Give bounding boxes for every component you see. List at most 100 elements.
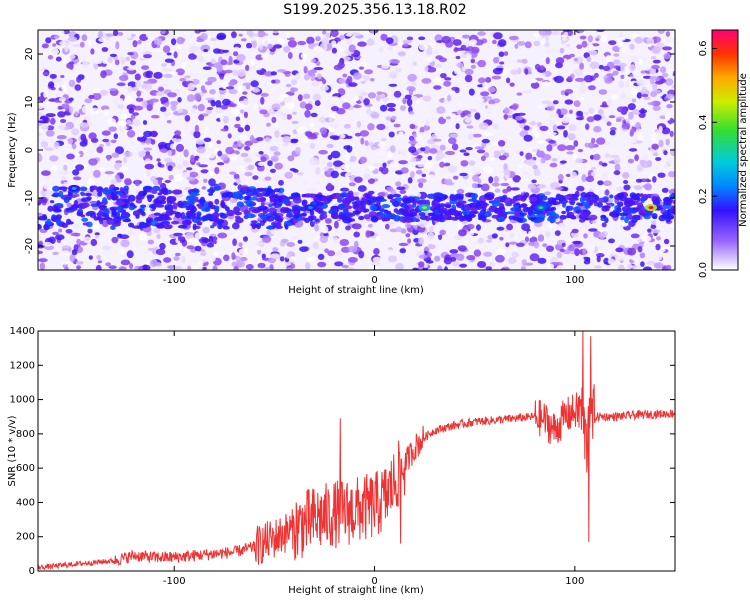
spectrogram-noise-cell [317,261,327,268]
spectrogram-noise-cell [633,185,643,191]
spectrogram-noise-cell [348,44,356,53]
spectrogram-noise-cell [311,81,320,87]
spectrogram-noise-cell [639,252,646,259]
spectrogram-noise-cell [190,154,195,163]
spectrogram-signal-cell [177,189,183,195]
spectrogram-noise-cell [228,81,235,87]
spectrogram-noise-cell [177,235,182,242]
spectrogram-noise-cell [216,32,227,40]
spectrogram-noise-cell [488,176,494,184]
spectrogram-noise-cell [163,111,171,117]
spectrogram-noise-cell [551,157,558,162]
spectrogram-noise-cell [155,248,166,256]
spectrogram-noise-cell [295,146,301,155]
spectrogram-noise-cell [576,44,583,49]
spectrogram-noise-cell [657,172,666,178]
spectrogram-noise-cell [572,240,582,245]
spectrogram-noise-cell [220,104,228,110]
spectrogram-noise-cell [282,136,292,144]
spectrogram-signal-cell [499,203,505,211]
spectrogram-noise-cell [270,71,277,76]
spectrogram-noise-cell [52,231,60,236]
spectrogram-noise-cell [551,193,557,199]
spectrogram-noise-cell [386,186,394,192]
spectrogram-noise-cell [402,43,409,48]
spectrogram-signal-cell [139,211,146,215]
spectrogram-noise-cell [395,67,402,73]
spectrogram-signal-cell [138,190,148,197]
spectrogram-noise-cell [153,47,160,53]
spectrogram-noise-cell [492,39,497,45]
spectrogram-noise-cell [194,232,202,240]
spectrogram-noise-cell [425,260,434,264]
spectrogram-noise-cell [249,134,255,143]
spectrogram-noise-cell [513,152,519,161]
spectrogram-noise-cell [429,225,434,232]
spectrogram-noise-cell [269,51,275,55]
spectrogram-noise-cell [239,256,248,262]
spectrogram-noise-cell [119,75,129,82]
spectrogram-noise-cell [74,111,79,117]
spectrogram-noise-cell [591,137,596,144]
spectrogram-noise-cell [565,173,572,177]
spectrogram-signal-cell [445,204,452,209]
spectrogram-noise-cell [110,179,118,185]
spectrogram-signal-cell [404,217,414,223]
spectrogram-noise-cell [459,172,468,177]
spectrogram-noise-cell [317,253,325,260]
spectrogram-signal-cell [80,192,86,197]
spectrogram-signal-cell [273,188,281,193]
spectrogram-noise-cell [331,106,339,112]
snr-x-tick-label: -100 [163,576,186,587]
spectrogram-noise-cell [365,230,371,238]
spectrogram-noise-cell [604,77,613,84]
spectrogram-noise-cell [532,127,538,135]
spectrogram-noise-cell [125,56,131,62]
spectrogram-noise-cell [387,45,393,51]
spectrogram-noise-cell [133,105,144,111]
spectrogram-noise-cell [69,106,74,114]
spectrogram-signal-cell [383,209,389,214]
spectrogram-noise-cell [228,89,238,95]
spectrogram-noise-cell [489,157,495,161]
spectrogram-noise-cell [238,242,243,248]
spectrogram-noise-cell [123,151,133,158]
spectrogram-noise-cell [660,66,667,73]
spectrogram-noise-cell [372,146,377,150]
spectrogram-noise-cell [247,164,255,170]
spectrogram-noise-cell [187,82,195,91]
spectrogram-noise-cell [650,133,658,137]
spectrogram-noise-cell [196,162,201,166]
spectrogram-noise-cell [299,246,309,253]
spectrogram-noise-cell [465,117,471,123]
spectrogram-noise-cell [474,112,481,120]
spectrogram-signal-cell [112,216,122,223]
spectrogram-noise-cell [667,68,674,77]
spectrogram-signal-cell [569,197,579,201]
spectrogram-noise-cell [89,107,100,116]
spectrogram-noise-cell [544,191,551,195]
spectrogram-noise-cell [491,182,500,187]
spectrogram-signal-cell [475,201,481,207]
spectrogram-noise-cell [417,132,427,138]
spectrogram-noise-cell [395,226,402,233]
spectrogram-noise-cell [667,171,675,178]
spectrogram-noise-cell [101,130,111,136]
spectrogram-noise-cell [564,99,574,105]
spectrogram-noise-cell [365,168,371,172]
spectrogram-signal-cell [127,194,136,202]
spectrogram-noise-cell [116,120,127,126]
spectrogram-noise-cell [200,85,206,92]
spectrogram-signal-cell [234,211,242,216]
spectrogram-noise-cell [407,238,412,244]
spectrogram-signal-cell [345,195,355,203]
spectrogram-noise-cell [443,256,453,265]
spectrogram-noise-cell [51,165,58,171]
spectrogram-noise-cell [68,97,74,102]
spectrogram-noise-cell [481,138,490,144]
spectrogram-noise-cell [568,124,577,132]
spectrogram-noise-cell [418,237,424,245]
spectrogram-signal-cell [426,193,437,199]
spectrogram-noise-cell [68,61,75,65]
spectrogram-signal-cell [437,208,444,213]
